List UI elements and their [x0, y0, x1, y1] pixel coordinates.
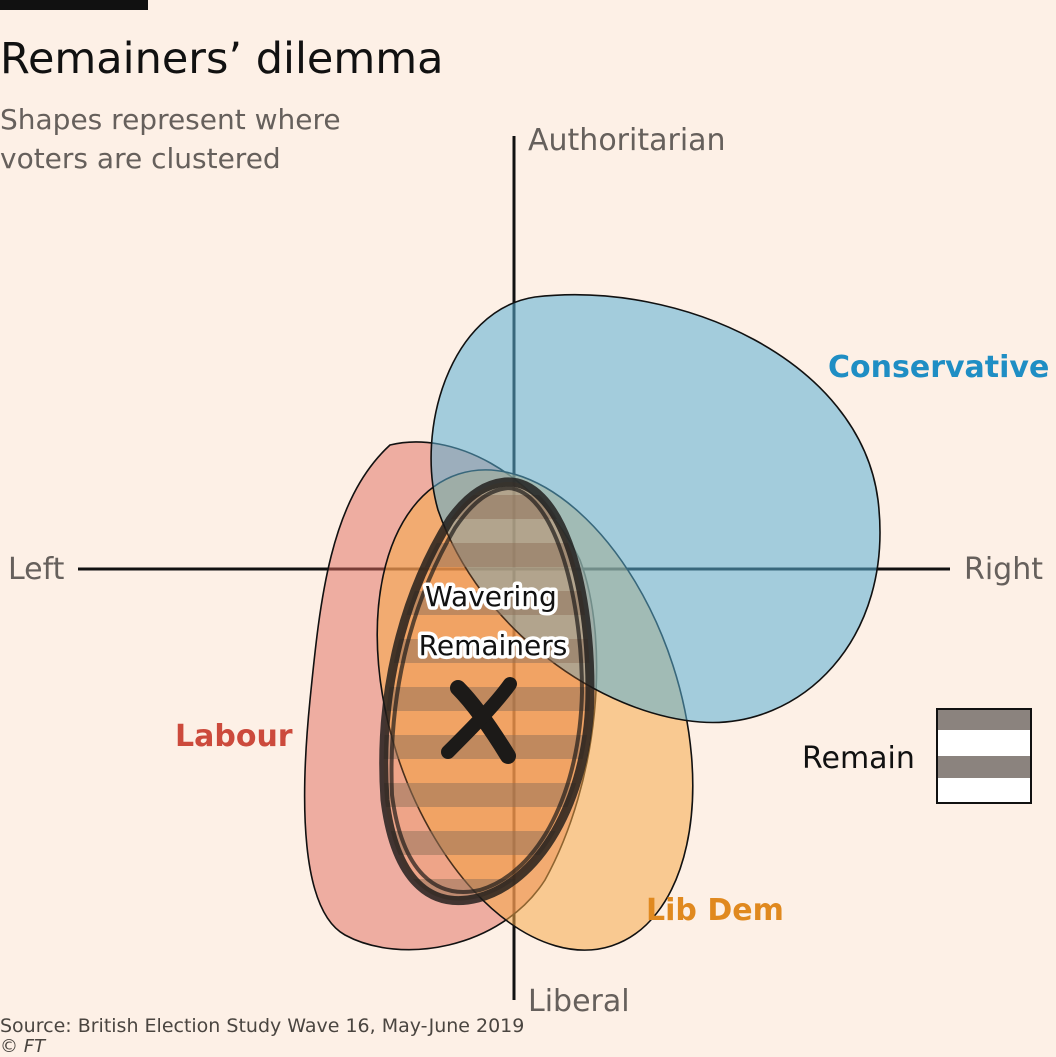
legend-swatch-remain — [936, 708, 1032, 804]
ballot-cross-icon — [441, 677, 517, 764]
axis-label-left: Left — [8, 552, 65, 587]
wavering-remainers-outline — [379, 477, 595, 906]
wavering-label-line2: Remainers — [419, 629, 568, 662]
chart-subtitle: Shapes represent where voters are cluste… — [0, 103, 341, 175]
axis-label-right: Right — [964, 552, 1043, 587]
party-label-libdem: Lib Dem — [646, 893, 784, 928]
source-note: Source: British Election Study Wave 16, … — [0, 1015, 525, 1037]
top-accent-bar — [0, 0, 148, 10]
wavering-label-line1: Wavering — [425, 580, 557, 613]
axis-label-liberal: Liberal — [528, 984, 630, 1019]
party-label-conservative: Conservative — [828, 350, 1049, 385]
axis-label-authoritarian: Authoritarian — [528, 123, 726, 158]
chart-title: Remainers’ dilemma — [0, 34, 444, 84]
party-label-labour: Labour — [175, 719, 293, 754]
ft-credit: © FT — [0, 1036, 46, 1057]
legend-label-remain: Remain — [802, 741, 915, 776]
